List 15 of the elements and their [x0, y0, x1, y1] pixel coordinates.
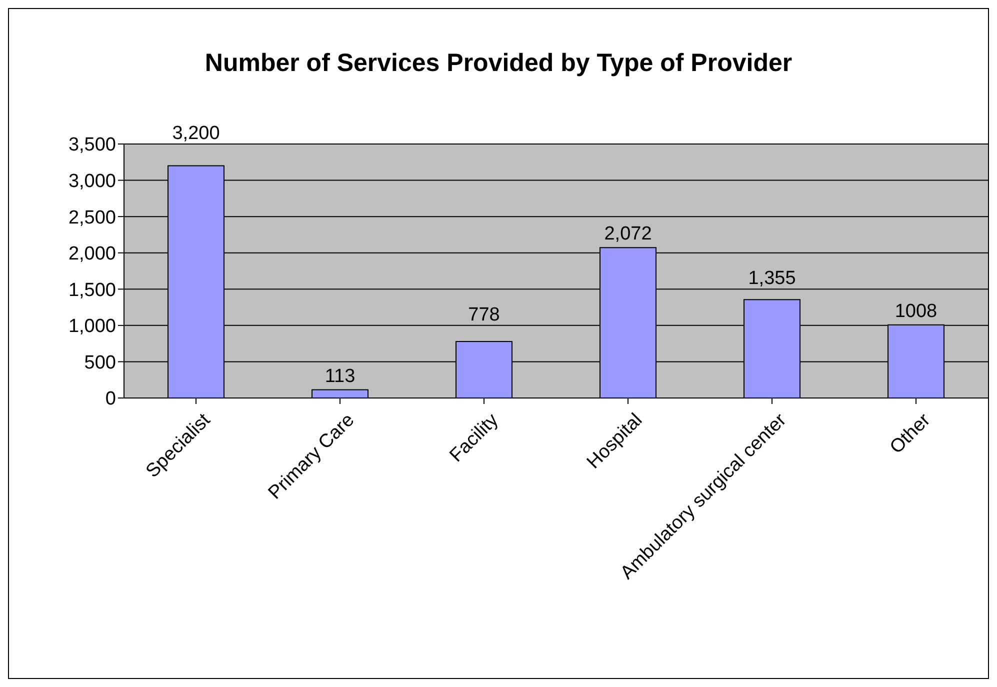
y-tick-label: 1,000: [68, 316, 116, 338]
data-label: 1008: [894, 300, 938, 322]
y-tick-label: 1,500: [68, 280, 116, 301]
y-tick-label: 2,000: [68, 244, 116, 265]
data-label: 778: [468, 304, 500, 326]
data-label: 1,355: [748, 268, 796, 290]
data-label: 113: [324, 366, 356, 387]
data-label: 2,072: [604, 224, 652, 245]
y-tick-label: 2,500: [68, 207, 116, 228]
y-tick-label: 3,000: [68, 171, 116, 192]
chart-title: Number of Services Provided by Type of Provider: [204, 49, 794, 78]
y-tick-label: 500: [84, 352, 116, 374]
y-tick-label: 0: [105, 388, 116, 410]
data-label: 3,200: [172, 123, 220, 144]
y-tick-label: 3,500: [68, 134, 116, 156]
